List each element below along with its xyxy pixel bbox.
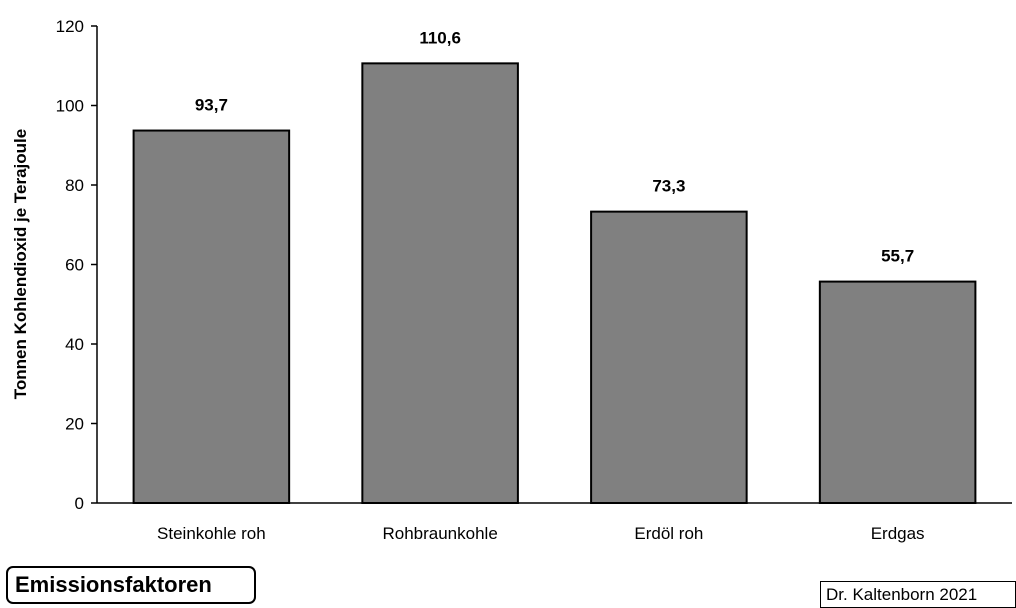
x-tick-label: Erdgas xyxy=(871,524,925,543)
y-tick-label: 120 xyxy=(56,17,84,36)
y-axis-title: Tonnen Kohlendioxid je Terajoule xyxy=(11,129,30,399)
y-tick-label: 60 xyxy=(65,256,84,275)
bar-value-label: 110,6 xyxy=(419,28,461,47)
chart-caption: Emissionsfaktoren xyxy=(6,566,256,604)
bars xyxy=(132,62,977,505)
value-labels: 93,7 110,6 73,3 55,7 xyxy=(195,28,914,265)
y-axis-ticks: 0 20 40 60 80 100 120 xyxy=(56,17,97,513)
bar xyxy=(590,210,748,504)
bar-value-label: 55,7 xyxy=(881,247,914,266)
bar xyxy=(132,129,291,504)
y-tick-label: 80 xyxy=(65,176,84,195)
bar xyxy=(818,280,977,504)
author-credit: Dr. Kaltenborn 2021 xyxy=(820,581,1016,608)
y-tick-label: 0 xyxy=(75,494,84,513)
bar-value-label: 93,7 xyxy=(195,96,228,115)
x-tick-label: Steinkohle roh xyxy=(157,524,266,543)
y-tick-label: 40 xyxy=(65,335,84,354)
y-tick-label: 100 xyxy=(56,97,84,116)
x-tick-label: Erdöl roh xyxy=(634,524,703,543)
x-tick-label: Rohbraunkohle xyxy=(382,524,497,543)
bar xyxy=(361,62,519,505)
x-axis-tick-labels: Steinkohle roh Rohbraunkohle Erdöl roh Erdg… xyxy=(157,524,925,543)
y-tick-label: 20 xyxy=(65,415,84,434)
bar-value-label: 73,3 xyxy=(652,177,685,196)
